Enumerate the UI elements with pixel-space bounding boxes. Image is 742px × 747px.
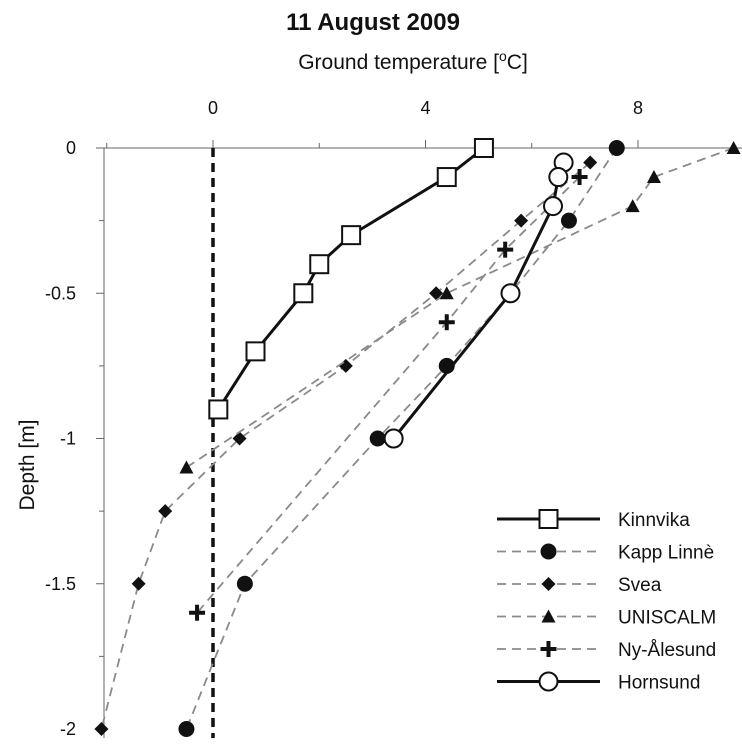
- x-axis-label-end: C]: [507, 51, 528, 74]
- marker-open-square: [473, 138, 494, 158]
- marker-filled-triangle: [646, 170, 661, 184]
- legend-item: Kapp Linnè: [497, 543, 714, 564]
- y-tick-label: -1.5: [45, 574, 76, 594]
- marker-filled-circle: [560, 212, 577, 229]
- marker-plus: [189, 604, 206, 621]
- marker-filled-diamond: [94, 722, 109, 736]
- marker-plus: [438, 314, 455, 331]
- y-axis-label: Depth [m]: [16, 419, 39, 510]
- marker-filled-triangle: [726, 141, 741, 154]
- marker-filled-circle: [540, 543, 557, 560]
- marker-filled-diamond: [583, 155, 598, 170]
- legend-item: Kinnvika: [497, 509, 690, 531]
- marker-filled-diamond: [338, 358, 353, 373]
- x-tick-label: 0: [208, 98, 218, 118]
- marker-filled-circle: [369, 430, 386, 447]
- series-line: [196, 176, 581, 614]
- marker-open-square: [208, 399, 229, 420]
- legend-label: Kapp Linnè: [618, 543, 714, 564]
- legend-item: Svea: [497, 575, 662, 596]
- marker-filled-triangle: [541, 609, 556, 623]
- legend-item: UNISCALM: [497, 608, 716, 629]
- x-tick-label: 8: [633, 98, 643, 118]
- marker-open-circle: [548, 167, 569, 188]
- y-tick-label: -2: [60, 719, 76, 739]
- series-line: [100, 161, 591, 730]
- x-axis-label-main: Ground temperature [: [298, 51, 499, 74]
- marker-filled-diamond: [158, 504, 173, 519]
- y-tick-label: -0.5: [45, 283, 76, 303]
- legend-item: Hornsund: [497, 671, 700, 694]
- marker-open-circle: [538, 671, 559, 692]
- x-tick-label: 4: [420, 98, 430, 118]
- marker-plus: [497, 241, 514, 258]
- x-axis-label-superscript: o: [499, 48, 507, 64]
- series-layer: [94, 138, 741, 737]
- legend-label: Svea: [618, 575, 662, 596]
- y-tick-label: 0: [66, 138, 76, 158]
- marker-filled-circle: [178, 721, 195, 737]
- marker-filled-triangle: [179, 460, 194, 474]
- marker-filled-triangle: [439, 286, 454, 300]
- series-ny-lesund: [189, 169, 588, 621]
- marker-open-square: [538, 509, 559, 529]
- marker-open-square: [341, 225, 362, 246]
- legend-label: Kinnvika: [618, 510, 690, 531]
- marker-filled-triangle: [625, 199, 640, 213]
- marker-open-circle: [383, 428, 404, 449]
- marker-open-square: [245, 341, 266, 362]
- ticks: 0 4 8 0 -0.5 -1 -1.5 -2: [45, 98, 643, 739]
- x-axis-label: Ground temperature [oC]: [298, 48, 528, 74]
- marker-filled-circle: [608, 140, 625, 156]
- legend-item: Ny-Ålesund: [497, 640, 716, 661]
- series-svea: [94, 155, 598, 736]
- chart-title: 11 August 2009: [286, 9, 460, 36]
- marker-open-circle: [543, 196, 563, 217]
- legend-label: UNISCALM: [618, 608, 716, 629]
- marker-filled-diamond: [429, 286, 444, 301]
- series-kinnvika: [208, 138, 494, 420]
- marker-filled-diamond: [131, 576, 146, 591]
- series-hornsund: [383, 152, 574, 449]
- marker-filled-diamond: [232, 431, 247, 446]
- marker-filled-diamond: [514, 213, 529, 228]
- y-tick-label: -1: [60, 429, 76, 449]
- legend-label: Hornsund: [618, 673, 700, 694]
- marker-plus: [540, 641, 557, 657]
- legend-label: Ny-Ålesund: [618, 640, 716, 661]
- marker-filled-diamond: [541, 577, 556, 591]
- axes: [103, 147, 742, 738]
- legend: Kinnvika Kapp Linnè Svea UNISCALM Ny-Ålesund…: [497, 509, 716, 694]
- series-uniscalm: [179, 141, 741, 474]
- marker-filled-circle: [236, 575, 253, 592]
- marker-open-square: [436, 167, 457, 188]
- series-line: [392, 162, 566, 440]
- marker-plus: [571, 169, 588, 186]
- marker-open-circle: [500, 283, 521, 304]
- marker-open-square: [293, 283, 314, 304]
- marker-open-square: [309, 254, 330, 275]
